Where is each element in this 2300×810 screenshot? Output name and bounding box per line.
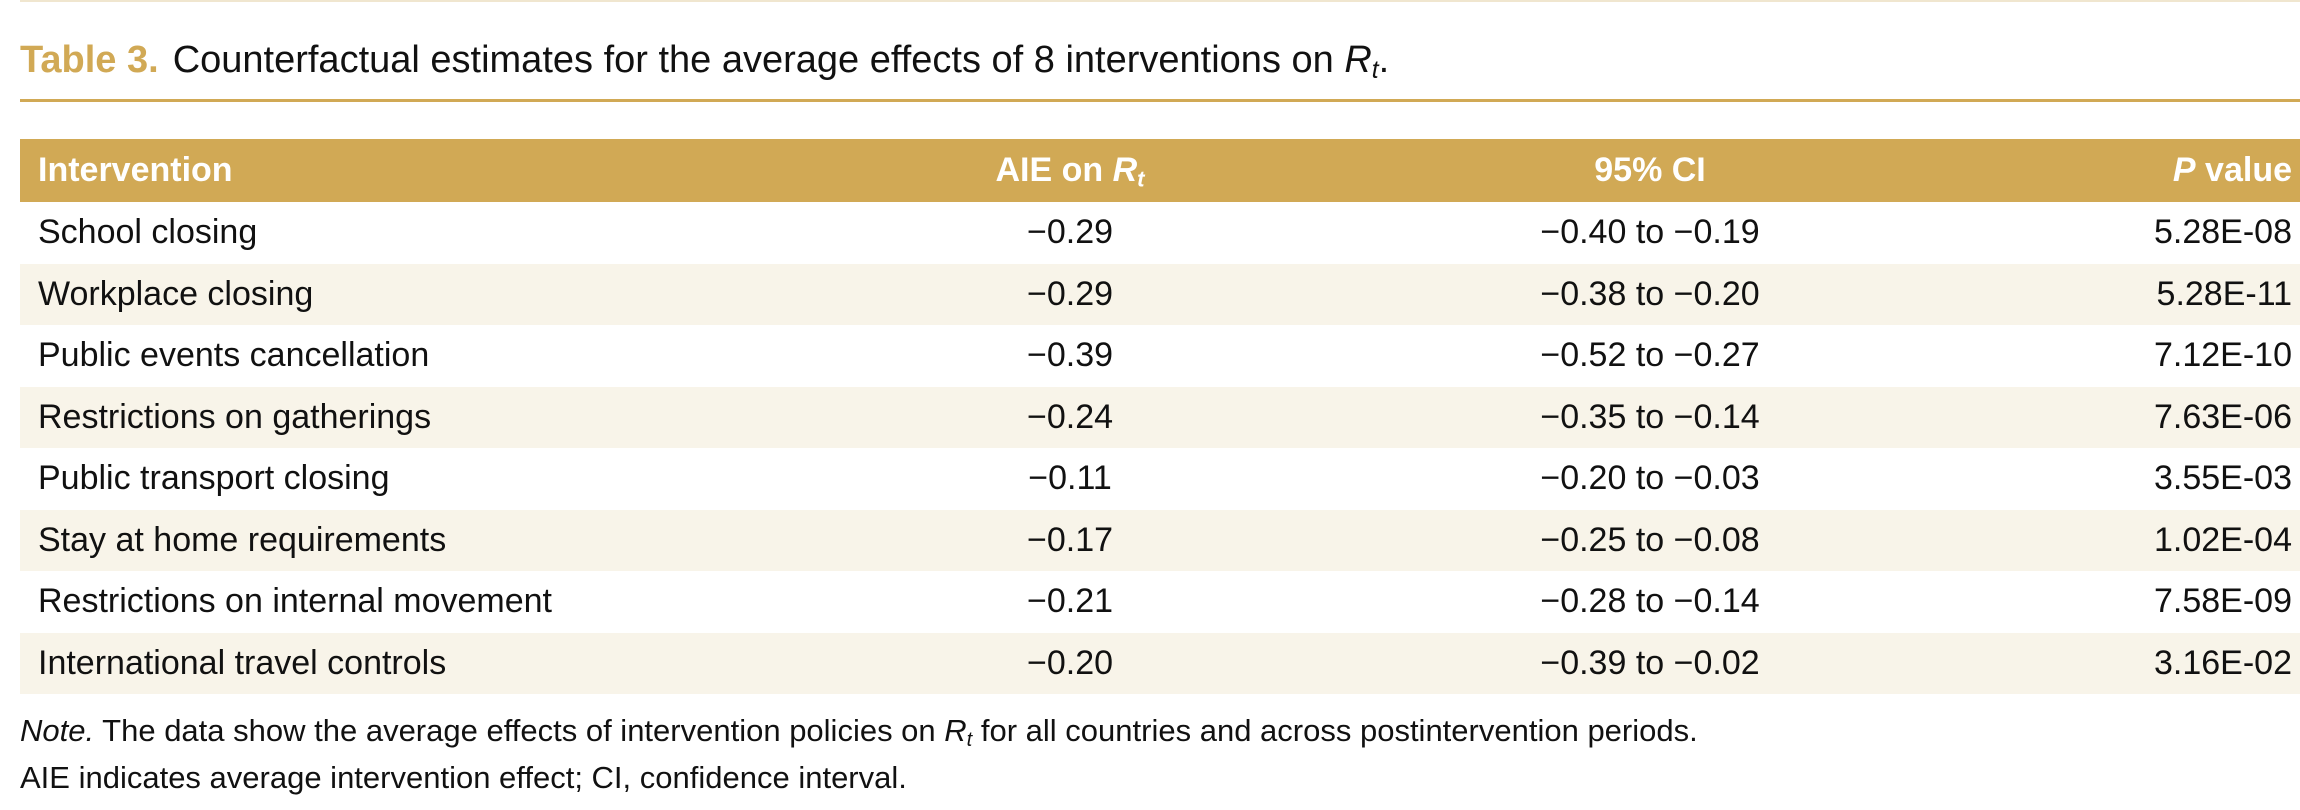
cell-aie: −0.21 xyxy=(1026,582,1114,620)
top-rule xyxy=(20,0,2300,2)
cell-intervention: School closing xyxy=(38,213,258,251)
cell-p-value: 3.55E-03 xyxy=(2154,459,2292,497)
cell-aie: −0.29 xyxy=(1026,274,1114,313)
cell-intervention: Workplace closing xyxy=(38,274,314,313)
cell-ci: −0.20 to −0.03 xyxy=(1540,459,1760,497)
table-row: International travel controls −0.20 −0.3… xyxy=(20,632,2300,694)
table-row: Public events cancellation −0.39 −0.52 t… xyxy=(20,325,2300,387)
table-row: Workplace closing −0.29 −0.38 to −0.20 5… xyxy=(20,263,2300,325)
cell-p-value: 5.28E-11 xyxy=(2156,274,2292,313)
cell-ci: −0.39 to −0.02 xyxy=(1540,643,1760,682)
table-row: Public transport closing −0.11 −0.20 to … xyxy=(20,448,2300,510)
note-symbol: R xyxy=(944,713,967,748)
caption-symbol-sub: t xyxy=(1371,57,1379,85)
cell-intervention: Restrictions on internal movement xyxy=(38,582,553,620)
table-row: Restrictions on gatherings −0.24 −0.35 t… xyxy=(20,386,2300,448)
note-line-1: Note. The data show the average effects … xyxy=(20,712,1698,759)
cell-ci: −0.38 to −0.20 xyxy=(1540,274,1760,313)
header-p-value: P value xyxy=(2173,139,2292,202)
header-ci: 95% CI xyxy=(1594,151,1706,189)
header-aie-prefix: AIE on xyxy=(995,151,1104,189)
note-label: Note. xyxy=(20,713,95,748)
header-aie: AIE on Rt xyxy=(970,139,1170,211)
cell-aie: −0.20 xyxy=(1026,643,1114,682)
header-aie-sub: t xyxy=(1137,166,1145,192)
cell-p-value: 7.63E-06 xyxy=(2154,397,2292,436)
note-line-2: AIE indicates average intervention effec… xyxy=(20,760,907,796)
table-row: School closing −0.29 −0.40 to −0.19 5.28… xyxy=(20,202,2300,264)
table-row: Restrictions on internal movement −0.21 … xyxy=(20,571,2300,633)
cell-p-value: 1.02E-04 xyxy=(2154,520,2292,559)
cell-ci: −0.52 to −0.27 xyxy=(1540,336,1760,374)
cell-p-value: 7.58E-09 xyxy=(2154,582,2292,620)
note-text-after: for all countries and across postinterve… xyxy=(972,713,1698,748)
caption-symbol: R xyxy=(1344,39,1372,81)
cell-intervention: International travel controls xyxy=(38,643,447,682)
header-p-suffix: value xyxy=(2195,151,2292,189)
cell-ci: −0.40 to −0.19 xyxy=(1540,213,1760,251)
header-aie-symbol: R xyxy=(1112,151,1138,189)
cell-aie: −0.11 xyxy=(1028,459,1112,497)
caption-period: . xyxy=(1378,39,1390,81)
cell-ci: −0.35 to −0.14 xyxy=(1540,397,1760,436)
caption-rule xyxy=(20,99,2300,102)
cell-p-value: 5.28E-08 xyxy=(2154,213,2292,251)
cell-p-value: 7.12E-10 xyxy=(2154,336,2292,374)
note-symbol-sub: t xyxy=(966,729,973,752)
table-label: Table 3. xyxy=(20,39,159,81)
table-row: Stay at home requirements −0.17 −0.25 to… xyxy=(20,509,2300,571)
cell-p-value: 3.16E-02 xyxy=(2154,643,2292,682)
note-text-before: The data show the average effects of int… xyxy=(94,713,945,748)
cell-intervention: Stay at home requirements xyxy=(38,520,447,559)
cell-aie: −0.29 xyxy=(1026,213,1114,251)
table-header-row: Intervention AIE on Rt 95% CI P value xyxy=(20,139,2300,202)
cell-intervention: Public transport closing xyxy=(38,459,390,497)
cell-ci: −0.28 to −0.14 xyxy=(1540,582,1760,620)
caption-text: Counterfactual estimates for the average… xyxy=(172,39,1334,81)
cell-intervention: Restrictions on gatherings xyxy=(38,397,432,436)
cell-aie: −0.24 xyxy=(1026,397,1114,436)
data-table: Intervention AIE on Rt 95% CI P value Sc… xyxy=(20,139,2300,694)
table-caption: Table 3. Counterfactual estimates for the… xyxy=(20,28,1389,103)
cell-aie: −0.39 xyxy=(1026,336,1114,374)
cell-ci: −0.25 to −0.08 xyxy=(1540,520,1760,559)
table-note: Note. The data show the average effects … xyxy=(20,712,1698,797)
cell-intervention: Public events cancellation xyxy=(38,336,430,374)
cell-aie: −0.17 xyxy=(1026,520,1114,559)
header-p-symbol: P xyxy=(2172,151,2196,189)
header-intervention: Intervention xyxy=(38,151,233,189)
